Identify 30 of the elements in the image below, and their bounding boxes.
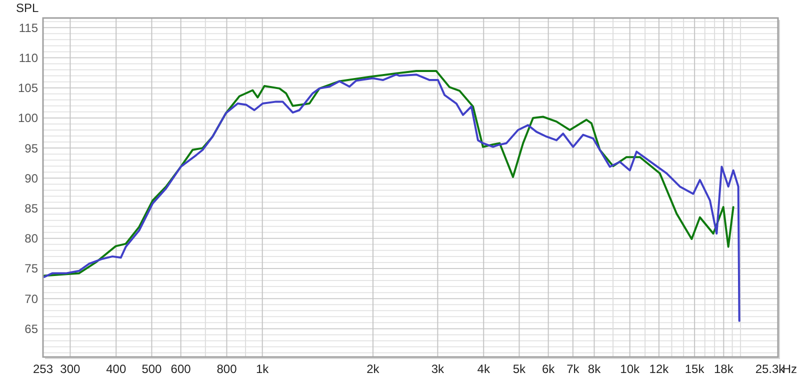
x-tick-label: 18k bbox=[714, 362, 734, 376]
x-tick-label: 15k bbox=[684, 362, 706, 376]
x-tick-label: 5k bbox=[512, 362, 527, 376]
x-tick-label: 253 bbox=[32, 362, 54, 376]
x-tick-label: 800 bbox=[216, 362, 238, 376]
y-tick-label: 95 bbox=[24, 141, 38, 156]
x-tick-label: 7k bbox=[566, 362, 580, 376]
y-axis-title: SPL bbox=[16, 1, 40, 15]
x-tick-label: 12k bbox=[649, 362, 670, 376]
x-tick-label: 10k bbox=[620, 362, 641, 376]
x-tick-label: 1k bbox=[256, 362, 270, 376]
x-tick-label: 4k bbox=[477, 362, 491, 376]
y-tick-label: 65 bbox=[24, 322, 38, 336]
x-tick-label: 600 bbox=[170, 362, 192, 376]
x-tick-label: 6k bbox=[542, 362, 556, 376]
x-tick-label: 500 bbox=[142, 362, 162, 376]
y-tick-label: 80 bbox=[24, 232, 38, 246]
y-tick-label: 75 bbox=[24, 262, 38, 276]
x-tick-label: 2k bbox=[366, 362, 380, 376]
x-tick-label: 3k bbox=[431, 362, 446, 376]
x-tick-label: 8k bbox=[588, 362, 602, 376]
x-tick-label: 400 bbox=[106, 362, 126, 376]
y-tick-label: 110 bbox=[18, 50, 38, 65]
y-tick-label: 105 bbox=[18, 81, 38, 96]
y-tick-label: 90 bbox=[24, 171, 38, 186]
y-tick-label: 70 bbox=[24, 292, 38, 306]
y-tick-label: 100 bbox=[18, 111, 38, 126]
y-tick-label: 85 bbox=[24, 201, 38, 216]
y-tick-label: 115 bbox=[18, 20, 38, 35]
x-tick-label: 300 bbox=[60, 362, 81, 376]
